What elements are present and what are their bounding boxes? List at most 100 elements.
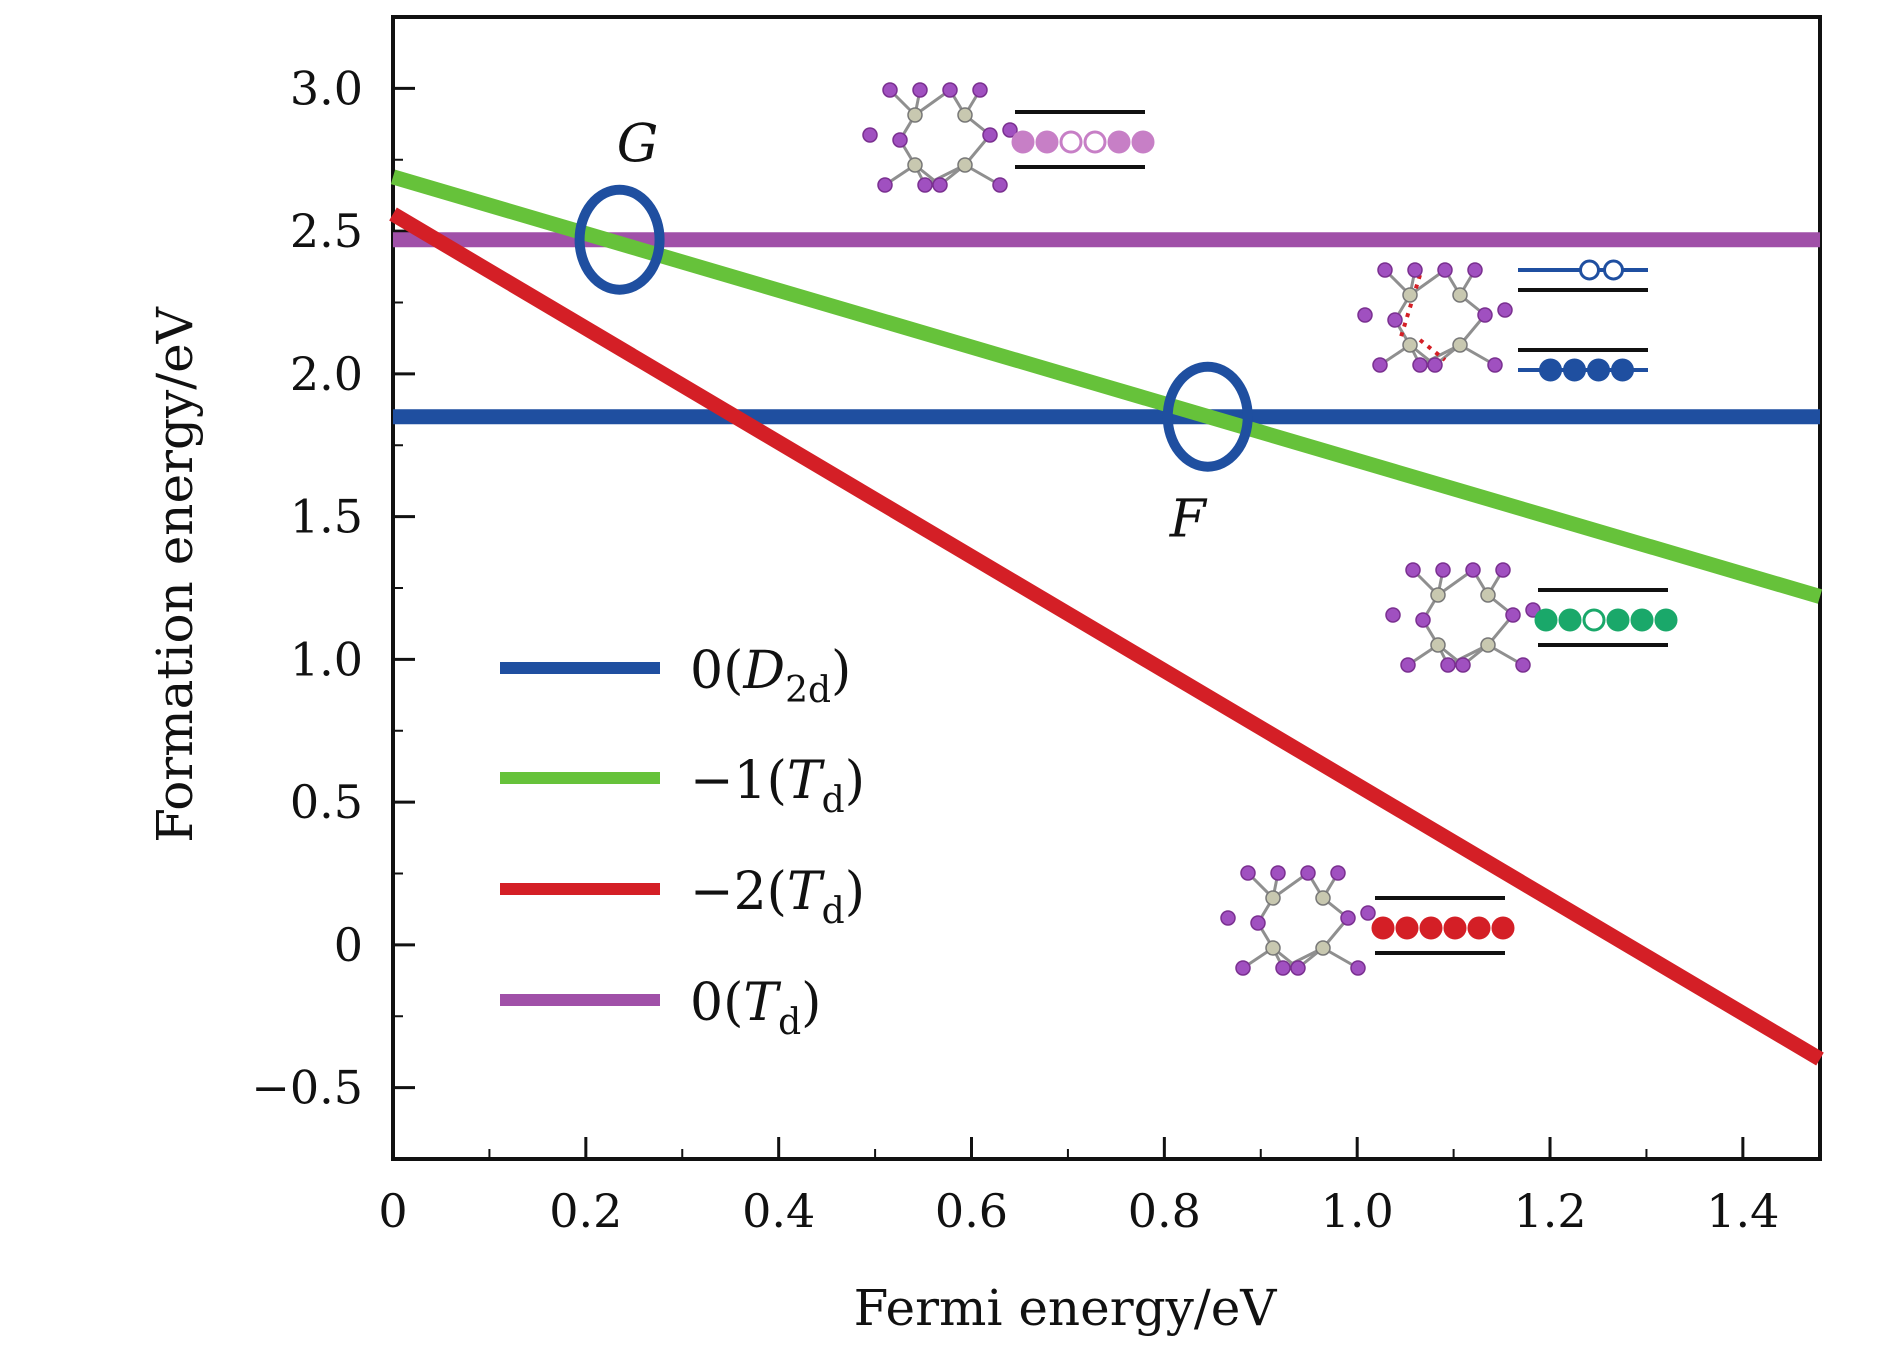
atom-purple	[1505, 607, 1521, 623]
legend: 0(D2d)−1(Td)−2(Td)0(Td)	[500, 641, 865, 1043]
atom-center	[1265, 890, 1281, 906]
y-tick-label: −0.5	[251, 1061, 363, 1115]
legend-label-main: −2(	[690, 862, 787, 922]
atom-purple	[1427, 357, 1443, 373]
legend-label-main: 0(	[690, 641, 743, 701]
legend-label: 0(Td)	[690, 973, 821, 1043]
inset-levels-2Td	[1371, 896, 1515, 955]
atom-center	[1315, 890, 1331, 906]
atom-center	[907, 157, 923, 173]
legend-label-symbol: T	[787, 862, 825, 922]
filled-state	[1606, 608, 1630, 632]
y-tick-label: 1.0	[290, 632, 363, 686]
legend-label-subscript: d	[778, 1002, 801, 1043]
y-tick-label: 1.5	[290, 490, 363, 544]
x-tick-label: 0	[378, 1184, 407, 1238]
atom-purple	[917, 177, 933, 193]
annotation-label: G	[617, 115, 659, 175]
legend-label-end: )	[801, 973, 821, 1033]
filled-state	[1534, 608, 1558, 632]
inset-levels-0D2d	[1518, 259, 1648, 382]
atom-center	[1402, 337, 1418, 353]
atom-purple	[912, 82, 928, 98]
atom-purple	[1412, 357, 1428, 373]
atom-purple	[1455, 657, 1471, 673]
atom-purple	[982, 127, 998, 143]
atom-center	[1265, 940, 1281, 956]
atom-purple	[1405, 562, 1421, 578]
filled-state	[1491, 916, 1515, 940]
atom-purple	[972, 82, 988, 98]
atom-purple	[1002, 122, 1018, 138]
legend-label-main: −1(	[690, 751, 787, 811]
series-line	[389, 207, 1824, 1066]
atom-purple	[1290, 960, 1306, 976]
atom-center	[1430, 637, 1446, 653]
filled-state	[1419, 916, 1443, 940]
atom-purple	[1220, 910, 1236, 926]
empty-state	[1579, 259, 1600, 281]
inset-levels-1Td	[1534, 588, 1678, 647]
legend-label-subscript: d	[822, 780, 845, 821]
atom-purple	[1525, 602, 1541, 618]
empty-state	[1083, 130, 1107, 154]
atom-purple	[1235, 960, 1251, 976]
atom-purple	[877, 177, 893, 193]
atom-purple	[1385, 607, 1401, 623]
atom-purple	[1497, 302, 1513, 318]
annotation-circle	[1162, 361, 1253, 472]
annotations: GF	[574, 115, 1253, 550]
atom-center	[1452, 337, 1468, 353]
atom-purple	[1407, 262, 1423, 278]
atom-center	[957, 157, 973, 173]
legend-label-symbol: T	[787, 751, 825, 811]
x-axis: 0 0.2 0.4 0.6 0.8 1.0 1.2 1.4	[378, 1137, 1779, 1238]
structure-insets	[862, 82, 1678, 976]
atom-center	[1480, 637, 1496, 653]
atom-purple	[1467, 262, 1483, 278]
filled-state	[1035, 130, 1059, 154]
atom-purple	[1372, 357, 1388, 373]
x-tick-label: 1.0	[1321, 1184, 1394, 1238]
atom-purple	[1487, 357, 1503, 373]
x-tick-label: 1.2	[1513, 1184, 1586, 1238]
atom-purple	[1437, 262, 1453, 278]
atom-purple	[942, 82, 958, 98]
x-tick-label: 0.4	[742, 1184, 815, 1238]
filled-state	[1611, 358, 1634, 382]
atom-center	[1430, 587, 1446, 603]
inset-molecule-0Td	[862, 82, 1018, 193]
inset-molecule-0D2d	[1357, 262, 1513, 373]
atom-purple	[1440, 657, 1456, 673]
legend-label-subscript: d	[822, 891, 845, 932]
filled-state	[1654, 608, 1678, 632]
atom-center	[1452, 287, 1468, 303]
y-tick-label: 2.5	[290, 204, 363, 258]
atom-purple	[1350, 960, 1366, 976]
atom-purple	[1275, 960, 1291, 976]
atom-purple	[1357, 307, 1373, 323]
filled-state	[1467, 916, 1491, 940]
legend-label: 0(D2d)	[690, 641, 851, 711]
x-tick-label: 0.6	[935, 1184, 1008, 1238]
legend-label: −1(Td)	[690, 751, 865, 821]
legend-label-end: )	[831, 641, 851, 701]
atom-purple	[862, 127, 878, 143]
y-tick-label: 0.5	[290, 775, 363, 829]
legend-label-symbol: D	[742, 641, 785, 701]
atom-purple	[932, 177, 948, 193]
atom-purple	[1270, 865, 1286, 881]
filled-state	[1011, 130, 1035, 154]
legend-label-end: )	[845, 862, 865, 922]
legend-label-subscript: 2d	[785, 670, 831, 711]
atom-purple	[892, 132, 908, 148]
x-tick-label: 0.8	[1128, 1184, 1201, 1238]
atom-purple	[882, 82, 898, 98]
x-axis-title: Fermi energy/eV	[854, 1279, 1278, 1337]
atom-purple	[992, 177, 1008, 193]
atom-purple	[1415, 612, 1431, 628]
series-lines	[389, 169, 1824, 1066]
atom-purple	[1435, 562, 1451, 578]
